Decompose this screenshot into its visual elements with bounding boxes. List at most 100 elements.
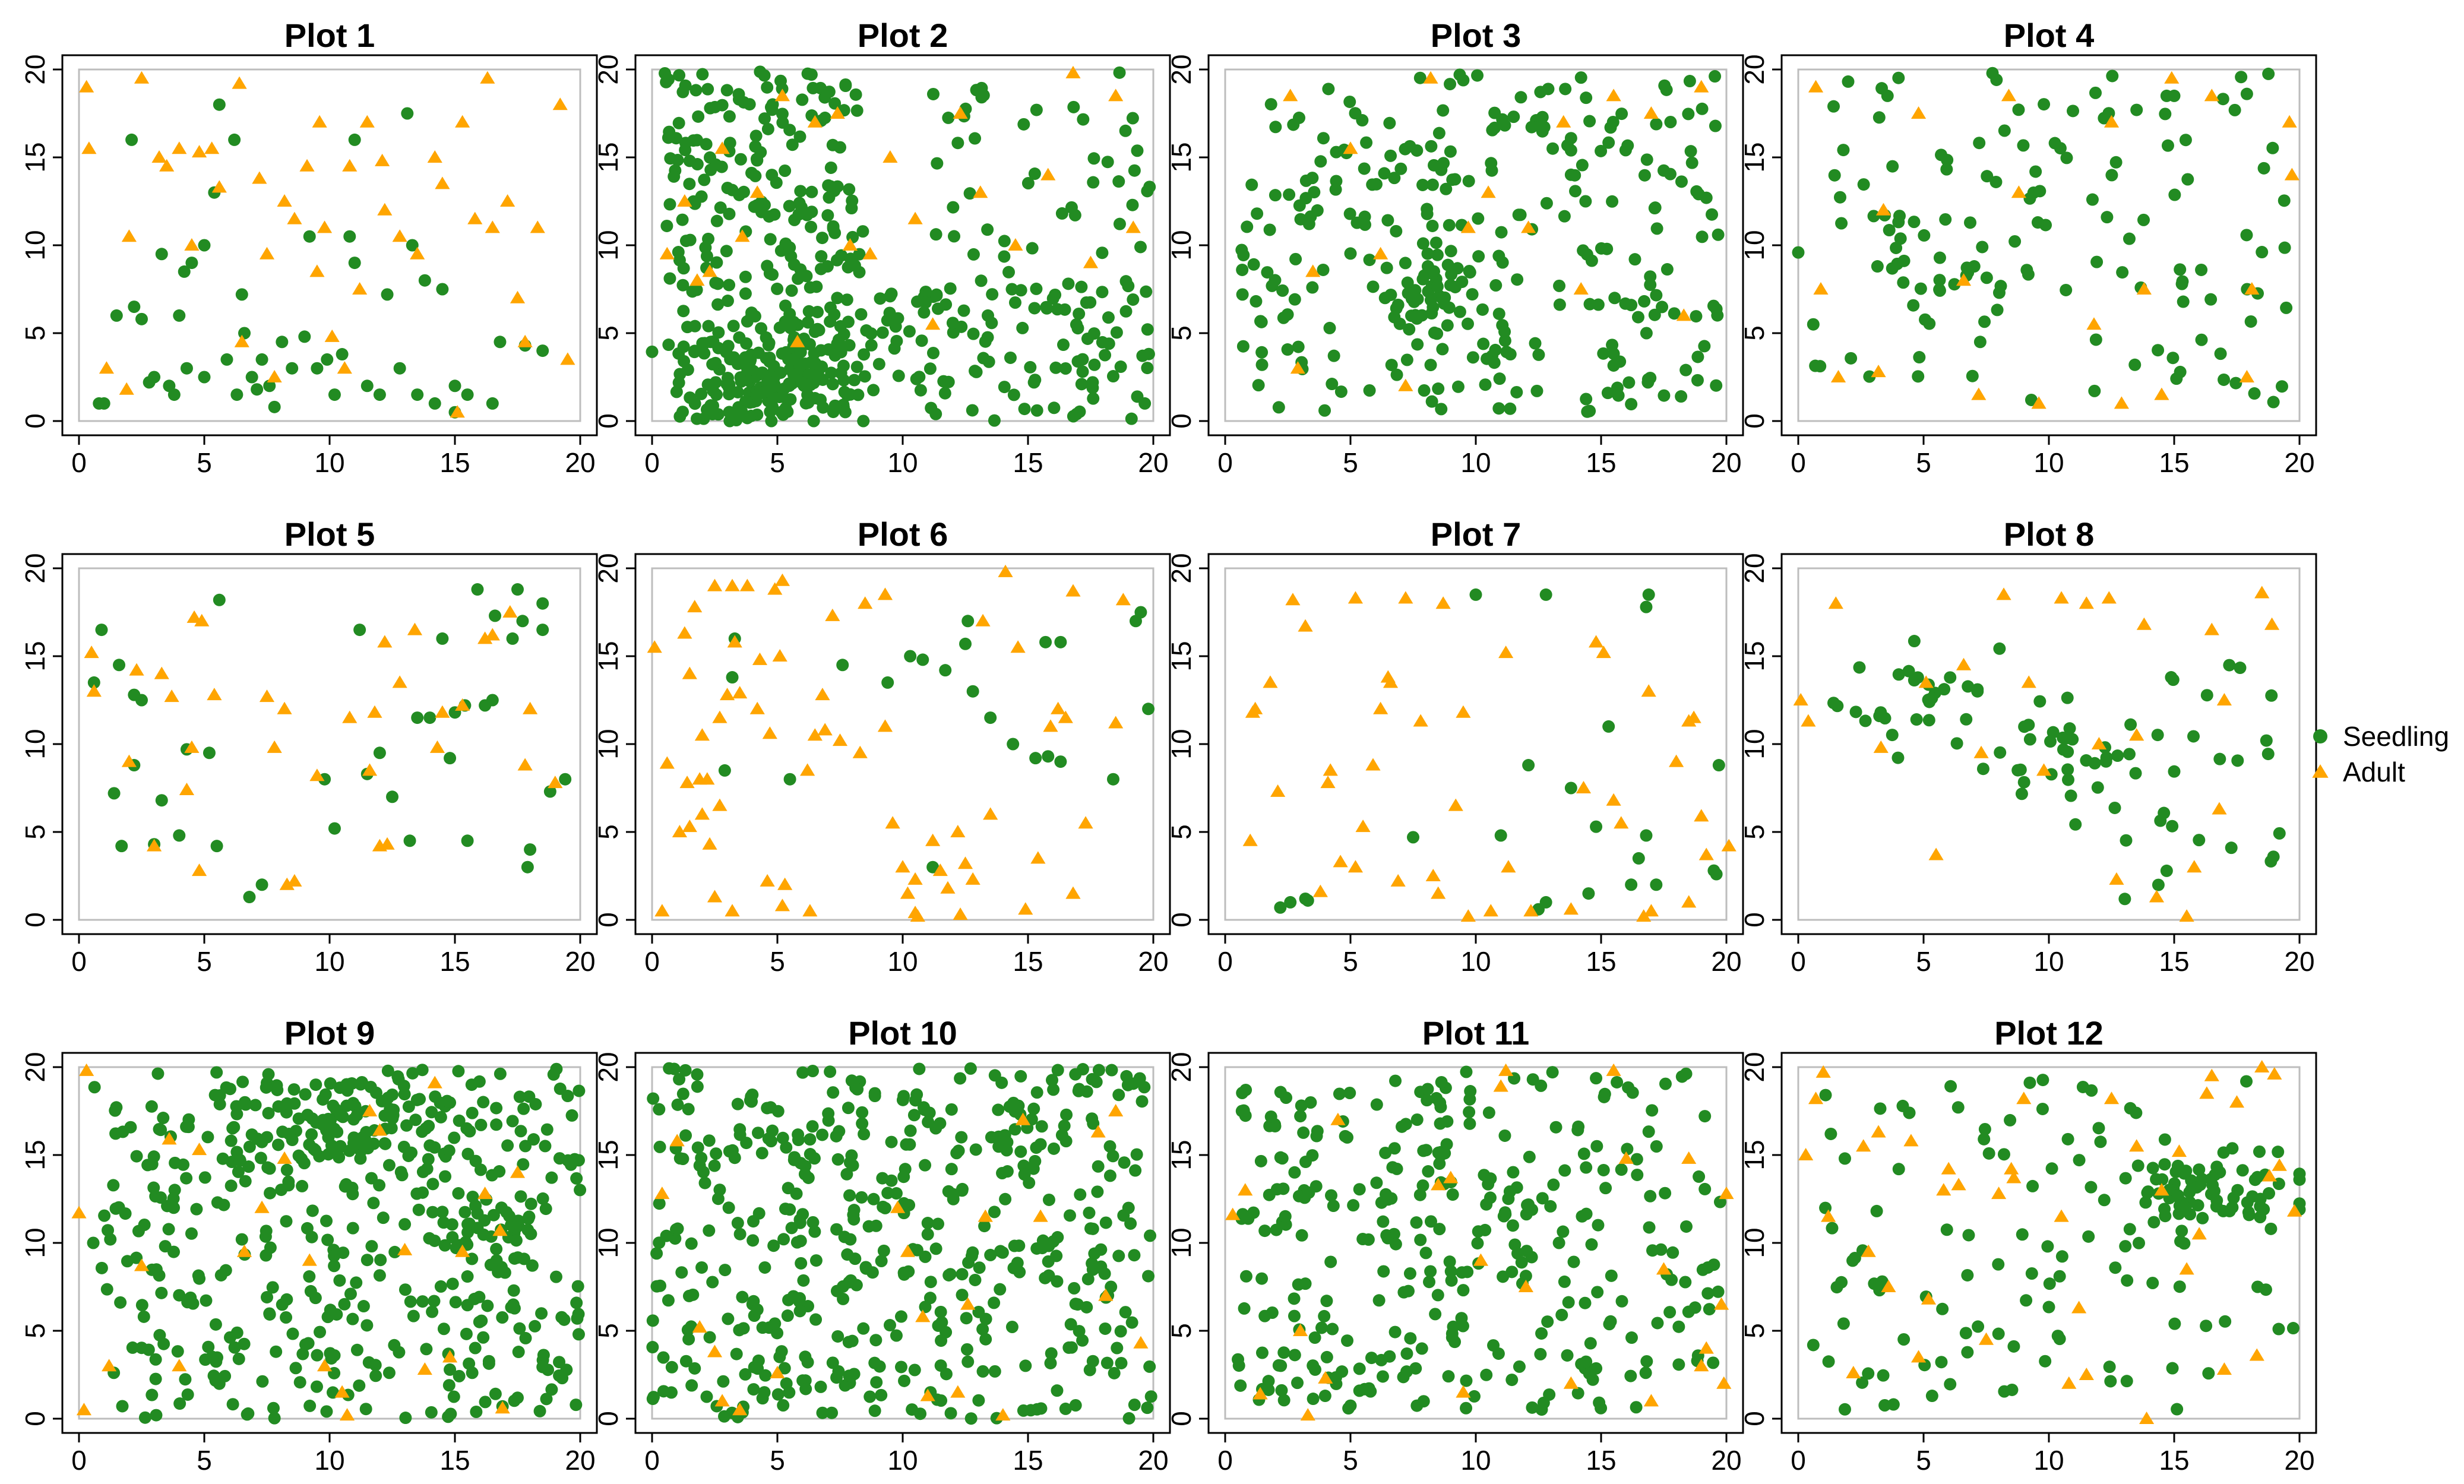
seedling-point (452, 1187, 465, 1200)
seedling-point (1086, 376, 1099, 389)
seedling-point (1421, 1094, 1434, 1107)
seedling-point (1308, 186, 1321, 199)
seedling-point (1597, 1163, 1610, 1176)
seedling-point (519, 1331, 532, 1344)
seedling-point (1460, 1065, 1473, 1078)
x-tick-label: 10 (887, 1445, 918, 1476)
seedling-point (1134, 606, 1147, 619)
adult-point (2187, 860, 2202, 873)
seedling-point (125, 133, 138, 146)
seedling-point (1415, 1342, 1428, 1355)
seedling-point (2100, 751, 2113, 764)
seedling-point (691, 412, 704, 425)
adult-point (978, 1209, 993, 1222)
adult-point (2016, 1091, 2032, 1105)
adult-point (694, 728, 710, 741)
seedling-point (1696, 102, 1709, 115)
seedling-point (1492, 249, 1505, 262)
seedling-point (570, 1398, 583, 1412)
seedling-point (2101, 211, 2114, 224)
adult-point (2149, 890, 2165, 903)
seedling-point (1822, 1355, 1835, 1368)
adult-point (1656, 1262, 1672, 1275)
seedling-point (469, 1341, 482, 1355)
seedling-point (1642, 1125, 1655, 1138)
seedling-point (1540, 197, 1553, 210)
x-tick-label: 20 (565, 447, 595, 478)
seedling-point (233, 1154, 246, 1167)
seedling-point (849, 88, 862, 101)
seedling-point (1712, 228, 1725, 241)
seedling-point (948, 230, 961, 243)
seedling-point (1564, 781, 1577, 795)
seedling-point (877, 1244, 890, 1257)
seedling-point (1119, 1306, 1132, 1319)
seedling-point (1365, 1352, 1378, 1365)
seedling-point (1456, 1266, 1469, 1279)
seedling-point (2041, 1240, 2054, 1253)
seedling-point (1122, 280, 1135, 293)
y-tick-label: 5 (1166, 325, 1197, 341)
seedling-point (1690, 310, 1703, 323)
seedling-point (1388, 1325, 1402, 1339)
seedling-point (695, 387, 708, 400)
seedling-point (1472, 212, 1485, 225)
seedling-point (381, 1091, 394, 1105)
seedling-point (904, 650, 917, 663)
seedling-point (321, 1233, 334, 1246)
seedling-point (822, 343, 835, 356)
adult-point (492, 1223, 508, 1236)
adult-point (1252, 1387, 1268, 1400)
seedling-point (1535, 1079, 1548, 1092)
seedling-point (752, 1207, 766, 1220)
seedling-point (799, 1350, 812, 1363)
seedling-point (806, 1065, 820, 1078)
seedling-point (1036, 1234, 1049, 1247)
seedling-point (777, 1399, 790, 1412)
seedling-point (1592, 1219, 1605, 1232)
seedling-point (513, 1322, 526, 1335)
seedling-point (758, 1261, 771, 1274)
adult-point (774, 573, 790, 586)
seedling-point (521, 860, 534, 874)
adult-point (134, 1258, 150, 1271)
legend-seedling-marker (2313, 729, 2327, 743)
adult-point (1125, 220, 1141, 233)
seedling-point (1030, 404, 1043, 417)
seedling-point (751, 1303, 764, 1316)
seedling-point (1837, 1317, 1850, 1330)
seedling-point (2216, 93, 2229, 106)
seedling-point (827, 222, 840, 235)
seedling-point (2260, 734, 2273, 747)
seedling-point (689, 84, 703, 97)
panel-title: Plot 6 (858, 515, 948, 553)
adult-point (2179, 909, 2194, 922)
adult-point (752, 652, 768, 665)
seedling-point (1555, 1308, 1568, 1321)
adult-point (1030, 851, 1046, 864)
seedling-point (1535, 1327, 1548, 1340)
seedling-point (711, 1192, 725, 1205)
seedling-point (1682, 1305, 1695, 1318)
seedling-point (404, 1295, 417, 1308)
seedling-point (521, 1223, 534, 1236)
adult-point (1871, 1125, 1886, 1138)
seedling-point (473, 1315, 486, 1328)
seedling-point (1908, 635, 1921, 648)
x-tick-label: 5 (770, 946, 785, 977)
y-tick-label: 5 (1739, 325, 1770, 341)
adult-point (429, 740, 445, 753)
y-tick-label: 10 (1739, 1227, 1770, 1258)
seedling-point (1437, 157, 1450, 170)
x-tick-label: 0 (644, 447, 660, 478)
adult-point (1978, 1332, 1994, 1345)
seedling-point (1510, 385, 1523, 398)
seedling-point (1086, 1222, 1099, 1235)
seedling-point (2043, 1277, 2056, 1290)
seedling-point (1935, 1356, 1948, 1369)
seedling-point (733, 1123, 747, 1136)
seedling-point (1051, 1275, 1064, 1288)
seedling-point (794, 346, 807, 359)
seedling-point (709, 158, 722, 171)
